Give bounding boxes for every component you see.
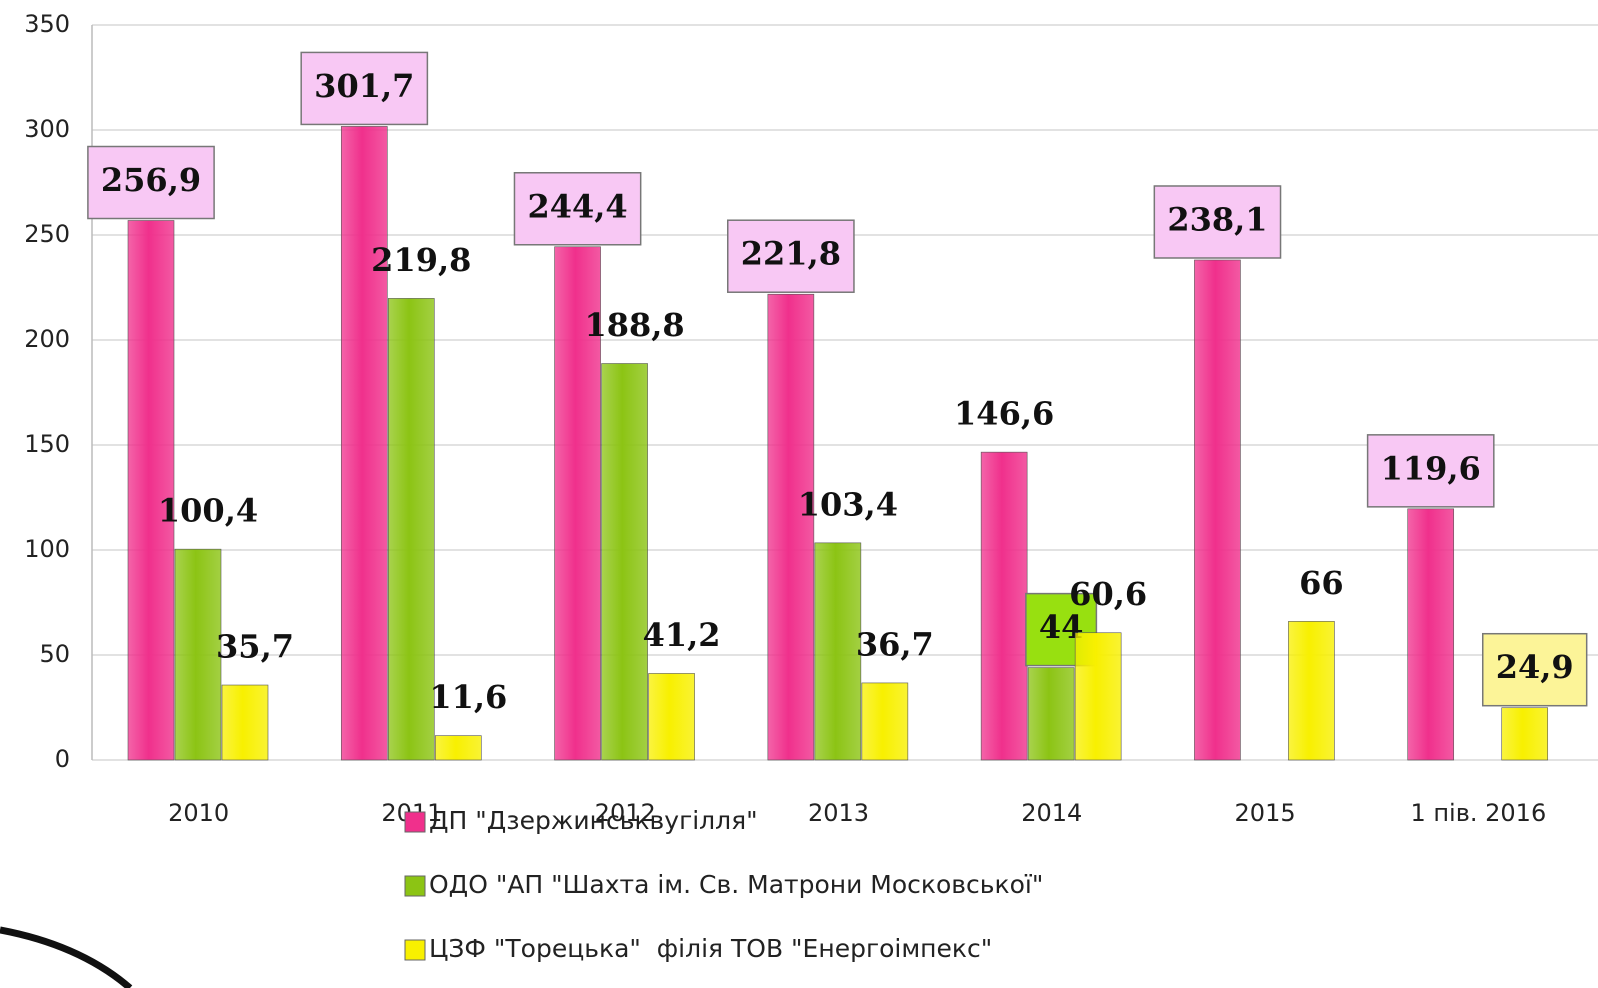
bar (387, 298, 435, 761)
x-tick-label: 2012 (595, 799, 656, 827)
value-label: 36,7 (856, 625, 934, 663)
bar (814, 542, 862, 761)
x-tick-label: 2014 (1021, 799, 1082, 827)
bar (601, 363, 648, 761)
y-tick-label: 200 (24, 325, 70, 353)
value-label: 103,4 (798, 485, 898, 523)
legend-label: ДП "Дзержинськвугілля" (429, 806, 758, 835)
bar (1407, 508, 1455, 761)
y-tick-label: 300 (24, 115, 70, 143)
y-tick-label: 50 (39, 640, 70, 668)
legend-swatch (404, 811, 426, 833)
value-label: 24,9 (1496, 648, 1574, 686)
bar (1501, 707, 1549, 761)
bar (1074, 632, 1122, 761)
decoration (0, 926, 133, 988)
y-tick-label: 0 (55, 745, 70, 773)
bar (554, 246, 601, 761)
bar (980, 451, 1028, 761)
value-label: 60,6 (1069, 575, 1147, 613)
x-tick-label: 1 пів. 2016 (1410, 799, 1546, 827)
value-label: 256,9 (101, 161, 201, 199)
bar (767, 293, 815, 761)
value-label: 301,7 (314, 67, 414, 105)
value-label: 35,7 (216, 628, 294, 666)
bar (127, 220, 175, 761)
value-label: 119,6 (1381, 449, 1481, 487)
x-tick-label: 2015 (1235, 799, 1296, 827)
value-label: 219,8 (371, 241, 471, 279)
value-label: 100,4 (158, 492, 258, 530)
bar (434, 735, 482, 761)
bar (174, 548, 222, 761)
bar (1288, 621, 1335, 761)
label-box (513, 172, 642, 246)
label-box (1366, 434, 1495, 508)
bar (1027, 667, 1075, 761)
value-label: 188,8 (584, 306, 684, 344)
label-box (1481, 632, 1588, 707)
bar (1194, 259, 1241, 761)
legend-label: ОДО "АП "Шахта ім. Св. Матрони Московськ… (429, 870, 1043, 899)
legend-swatch (404, 875, 426, 897)
legend-swatch (404, 939, 426, 961)
label-box (1153, 185, 1282, 259)
label-box (727, 219, 855, 293)
bar (648, 673, 695, 761)
value-label: 244,4 (527, 187, 627, 225)
value-label: 238,1 (1167, 200, 1267, 238)
label-box (87, 145, 215, 220)
value-label: 221,8 (741, 235, 841, 273)
bar (340, 126, 388, 761)
label-box (300, 51, 429, 126)
legend-label: ЦЗФ "Торецька" філія ТОВ "Енергоімпекс" (429, 934, 992, 963)
bar (221, 684, 269, 761)
x-tick-label: 2010 (168, 799, 229, 827)
bar (861, 682, 909, 761)
y-tick-label: 250 (24, 220, 70, 248)
value-label: 66 (1299, 564, 1344, 602)
x-tick-label: 2013 (808, 799, 869, 827)
y-tick-label: 100 (24, 535, 70, 563)
value-label: 146,6 (954, 395, 1054, 433)
y-tick-label: 350 (24, 10, 70, 38)
value-label: 41,2 (643, 616, 721, 654)
value-label: 11,6 (429, 678, 507, 716)
y-tick-label: 150 (24, 430, 70, 458)
